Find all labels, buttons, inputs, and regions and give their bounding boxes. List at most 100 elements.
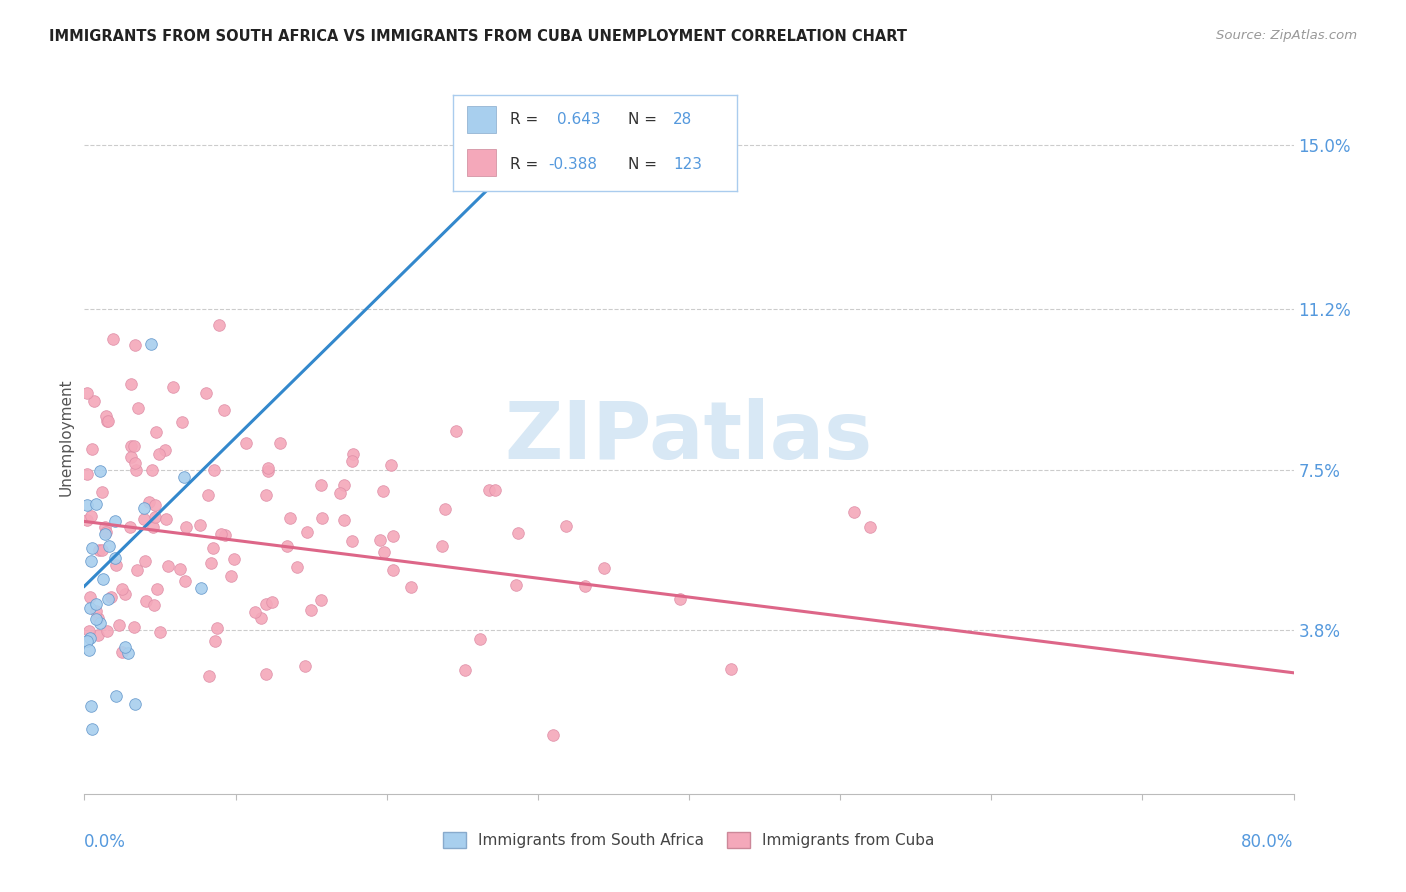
- Point: [141, 463, 163, 477]
- Point: [76, 633, 98, 648]
- Point: [93, 526, 115, 541]
- Point: [86, 497, 108, 511]
- Point: [668, 592, 690, 607]
- Point: [79, 601, 101, 615]
- Text: ZIPatlas: ZIPatlas: [505, 398, 873, 476]
- Point: [295, 524, 318, 539]
- Point: [142, 519, 165, 533]
- Point: [202, 541, 225, 556]
- Point: [84, 597, 107, 611]
- Point: [80, 541, 103, 556]
- Point: [87, 628, 110, 642]
- Point: [77, 624, 100, 639]
- Point: [592, 561, 614, 575]
- Point: [162, 380, 184, 394]
- Point: [114, 640, 136, 654]
- Point: [98, 539, 121, 553]
- Point: [574, 579, 596, 593]
- Point: [124, 697, 146, 711]
- Point: [373, 544, 395, 558]
- Point: [122, 439, 145, 453]
- Point: [89, 464, 111, 478]
- Point: [138, 494, 160, 508]
- Point: [76, 513, 98, 527]
- Point: [111, 645, 134, 659]
- Point: [285, 559, 308, 574]
- Point: [117, 646, 139, 660]
- Point: [842, 505, 865, 519]
- Point: [80, 699, 103, 714]
- Point: [401, 580, 423, 594]
- Point: [446, 424, 468, 438]
- Point: [84, 612, 107, 626]
- Point: [204, 634, 226, 648]
- Point: [153, 442, 176, 457]
- Point: [430, 539, 453, 553]
- Point: [127, 401, 149, 415]
- Point: [381, 563, 404, 577]
- Text: N =: N =: [628, 112, 657, 127]
- Text: Source: ZipAtlas.com: Source: ZipAtlas.com: [1216, 29, 1357, 42]
- Point: [299, 603, 322, 617]
- Point: [124, 338, 146, 352]
- Point: [124, 456, 146, 470]
- Point: [105, 558, 128, 573]
- Point: [554, 519, 576, 533]
- Point: [145, 425, 167, 439]
- Bar: [467, 106, 496, 133]
- Point: [155, 512, 177, 526]
- Point: [212, 402, 235, 417]
- Point: [254, 597, 277, 611]
- Point: [135, 594, 157, 608]
- Point: [96, 525, 118, 540]
- Point: [87, 542, 110, 557]
- Point: [96, 414, 118, 428]
- Point: [209, 527, 232, 541]
- Point: [250, 611, 273, 625]
- Point: [373, 483, 395, 498]
- Point: [101, 332, 124, 346]
- Point: [111, 582, 134, 596]
- Point: [207, 318, 229, 333]
- Point: [195, 386, 218, 401]
- Point: [80, 442, 103, 456]
- Text: R =: R =: [510, 112, 538, 127]
- Point: [434, 502, 457, 516]
- Point: [96, 414, 118, 428]
- Text: 80.0%: 80.0%: [1241, 833, 1294, 851]
- Point: [125, 463, 148, 477]
- Point: [342, 447, 364, 461]
- Point: [505, 578, 527, 592]
- Point: [174, 520, 197, 534]
- Point: [79, 631, 101, 645]
- Point: [156, 559, 179, 574]
- Point: [454, 663, 477, 677]
- Point: [276, 539, 298, 553]
- Point: [146, 582, 169, 596]
- Point: [104, 514, 127, 528]
- Point: [114, 587, 136, 601]
- Text: 28: 28: [673, 112, 693, 127]
- Point: [269, 436, 291, 450]
- Point: [84, 604, 107, 618]
- Point: [76, 386, 98, 401]
- Point: [172, 415, 194, 429]
- Point: [141, 337, 163, 351]
- Text: N =: N =: [628, 157, 657, 172]
- Text: 0.643: 0.643: [557, 112, 600, 127]
- Point: [89, 615, 111, 630]
- Point: [262, 595, 284, 609]
- Point: [198, 669, 221, 683]
- Point: [200, 557, 222, 571]
- Point: [104, 689, 127, 703]
- Point: [340, 454, 363, 468]
- Point: [80, 509, 103, 524]
- Point: [257, 464, 280, 478]
- Point: [173, 470, 195, 484]
- Legend: Immigrants from South Africa, Immigrants from Cuba: Immigrants from South Africa, Immigrants…: [437, 826, 941, 854]
- Point: [278, 510, 301, 524]
- Point: [254, 667, 277, 681]
- Point: [333, 512, 356, 526]
- Point: [311, 511, 333, 525]
- Point: [257, 461, 280, 475]
